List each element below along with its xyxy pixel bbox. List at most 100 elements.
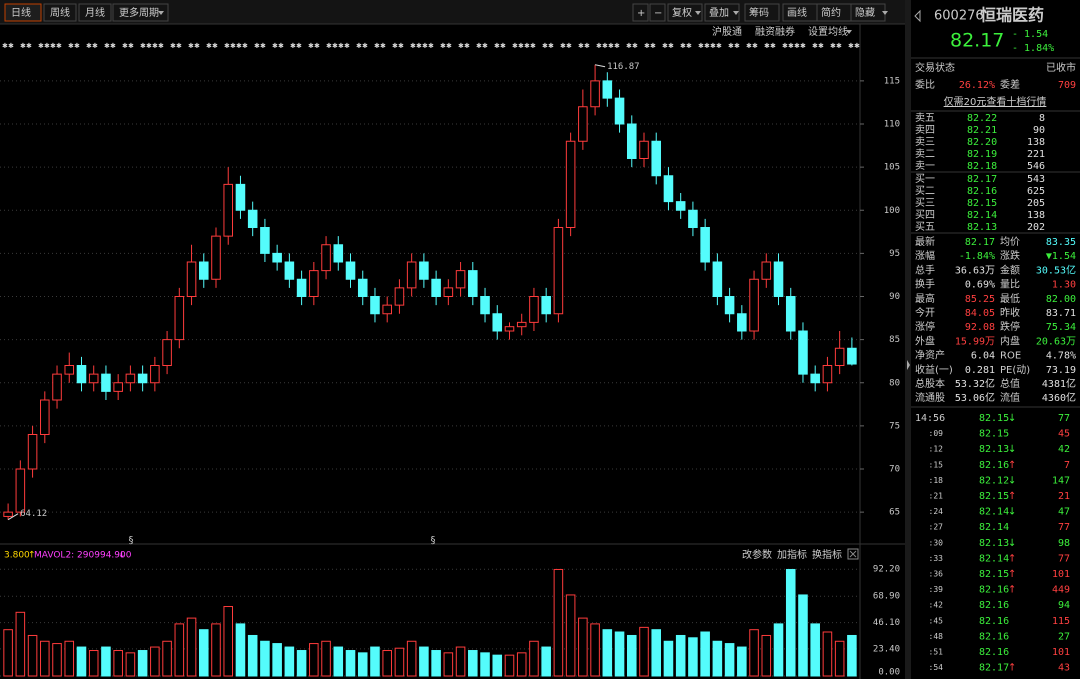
event-marker[interactable]: §: [431, 535, 436, 546]
svg-text:✱: ✱: [662, 42, 668, 50]
indicator-button[interactable]: 改参数: [742, 548, 772, 561]
svg-text:✱: ✱: [236, 42, 242, 50]
svg-text:✱: ✱: [314, 42, 320, 50]
svg-text:✱: ✱: [518, 42, 524, 50]
subbar-link[interactable]: 沪股通: [712, 25, 742, 38]
svg-text:✱: ✱: [728, 42, 734, 50]
volume-bar: [553, 568, 564, 677]
svg-text:✱: ✱: [764, 42, 770, 50]
stat-label: PE(动): [1000, 364, 1030, 376]
close-box[interactable]: [847, 548, 859, 560]
candle-body: [749, 278, 759, 332]
volume-bar: [590, 623, 600, 677]
trade-arrow: ↓: [1008, 538, 1016, 549]
tab[interactable]: [78, 3, 112, 22]
candle-body: [516, 321, 527, 328]
svg-text:✱: ✱: [206, 42, 212, 50]
volume-bar: [639, 626, 649, 677]
stat-value: 4381亿: [1042, 377, 1076, 390]
svg-text:✱: ✱: [242, 42, 248, 50]
trade-volume: 47: [1058, 507, 1070, 518]
tab[interactable]: [43, 3, 77, 22]
trade-volume: 98: [1058, 538, 1070, 549]
toolbar-button-label: 画线: [787, 6, 807, 19]
stat-value: ▼1.54: [1046, 251, 1076, 262]
book-price: 82.14: [967, 210, 997, 221]
tab[interactable]: [4, 3, 42, 22]
svg-text:✱: ✱: [380, 42, 386, 50]
toolbar-button[interactable]: [667, 3, 703, 22]
toolbar-button[interactable]: [744, 3, 780, 22]
y-tick-label: 100: [884, 206, 900, 216]
candle-body: [357, 278, 368, 297]
volume-bar: [235, 623, 246, 677]
svg-text:✱: ✱: [530, 42, 536, 50]
pointer: [7, 513, 19, 521]
volume-bar: [529, 640, 539, 677]
svg-text:✱: ✱: [2, 42, 8, 50]
change-pct: - 1.84%: [1012, 43, 1054, 54]
close-x[interactable]: [849, 550, 857, 558]
book-volume: 138: [1027, 210, 1045, 221]
volume-bar: [113, 650, 123, 677]
svg-text:✱: ✱: [440, 42, 446, 50]
svg-text:✱: ✱: [416, 42, 422, 50]
trade-price: 82.14: [979, 553, 1009, 564]
book-label: 卖一: [915, 160, 935, 172]
stat-label: 总手: [915, 263, 935, 276]
tab[interactable]: [112, 3, 169, 22]
svg-text:✱: ✱: [176, 42, 182, 50]
dropdown-caret: [733, 11, 739, 15]
trade-volume: 45: [1058, 429, 1070, 440]
toolbar-button-label: 简约: [821, 6, 841, 19]
svg-text:✱: ✱: [104, 42, 110, 50]
subbar-link[interactable]: 融资融券: [755, 25, 795, 38]
candle-body: [272, 252, 282, 263]
trade-price: 82.13: [979, 444, 1009, 455]
back-arrow[interactable]: [914, 9, 921, 23]
svg-text:✱: ✱: [398, 42, 404, 50]
tab-label: 更多周期: [119, 6, 159, 19]
book-label: 卖二: [915, 148, 935, 160]
volume-bar: [174, 623, 185, 677]
indicator-button[interactable]: 加指标: [777, 548, 807, 561]
svg-text:✱: ✱: [668, 42, 674, 50]
toolbar-button[interactable]: [649, 3, 666, 22]
volume-bar: [333, 646, 344, 677]
trade-volume: 77: [1058, 413, 1070, 424]
book-label: 卖四: [915, 124, 935, 136]
toolbar-button[interactable]: [704, 3, 740, 22]
y-tick-label: 46.10: [873, 618, 900, 628]
candle-body: [345, 261, 356, 280]
y-tick-label: 90: [889, 292, 900, 302]
candle-body: [394, 287, 405, 306]
stat-value: 83.35: [1046, 237, 1076, 248]
svg-text:✱: ✱: [686, 42, 692, 50]
candle-body: [321, 244, 331, 272]
stat-label: 最高: [915, 292, 935, 305]
volume-bar: [150, 646, 160, 677]
stat-label: 收益(一): [915, 363, 953, 376]
subbar-link[interactable]: 设置均线: [808, 25, 848, 38]
book-volume: 90: [1033, 125, 1045, 136]
volume-bar: [737, 646, 747, 677]
svg-text:✱: ✱: [146, 42, 152, 50]
volume-bar: [15, 611, 26, 677]
candle-body: [602, 80, 613, 99]
stat-label: 昨收: [1000, 306, 1020, 319]
tab-label: 日线: [11, 6, 31, 19]
indicator-button[interactable]: 换指标: [812, 548, 842, 561]
stat-value: 83.71: [1046, 308, 1076, 319]
trade-time: :09: [929, 429, 944, 438]
candle-body: [406, 261, 417, 289]
trade-time: :27: [929, 523, 944, 532]
trade-price: 82.17: [979, 663, 1009, 674]
trade-volume: 42: [1058, 444, 1070, 455]
collapse-icon[interactable]: [907, 360, 910, 370]
pointer: [594, 64, 606, 68]
toolbar-button[interactable]: [632, 3, 649, 22]
upgrade-link[interactable]: 仅需20元查看十档行情: [944, 95, 1047, 108]
stat-value: 82.17: [965, 237, 995, 248]
wc-label: 委差: [1000, 78, 1020, 91]
event-marker[interactable]: §: [129, 535, 134, 546]
